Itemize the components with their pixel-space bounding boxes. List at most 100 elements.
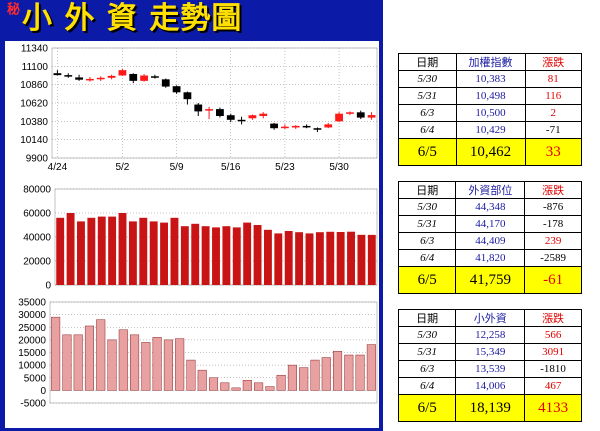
candle-body xyxy=(96,77,105,80)
row-change: 3091 xyxy=(524,343,582,361)
bar xyxy=(160,222,169,285)
table-row: 6/4 10,429 -71 xyxy=(398,121,583,139)
row-date: 5/31 xyxy=(398,87,457,105)
header-value: 加權指數 xyxy=(455,53,526,71)
row-change: -2589 xyxy=(524,249,582,267)
y-tick-label: 15000 xyxy=(18,348,46,359)
row-date: 6/3 xyxy=(398,104,457,122)
bar xyxy=(231,387,241,391)
table-row: 5/30 10,383 81 xyxy=(398,70,583,88)
bar xyxy=(87,217,96,285)
header-date: 日期 xyxy=(397,309,457,327)
header-value: 外資部位 xyxy=(455,181,526,199)
y-tick-label: 35000 xyxy=(18,298,46,309)
row-value: 15,349 xyxy=(455,343,526,361)
candle-body xyxy=(226,115,235,120)
bar xyxy=(265,386,275,391)
row-value: 10,383 xyxy=(455,70,526,88)
summary-date: 6/5 xyxy=(397,394,457,422)
bar xyxy=(332,350,343,391)
row-date: 5/31 xyxy=(397,343,457,361)
candle-body xyxy=(313,128,322,130)
candle-body xyxy=(356,112,365,118)
row-date: 6/4 xyxy=(398,121,457,139)
bar xyxy=(366,344,376,391)
y-tick-label: -5000 xyxy=(20,399,46,410)
bar xyxy=(232,227,241,285)
bar xyxy=(208,377,219,391)
bar xyxy=(186,359,196,391)
candle-body xyxy=(346,112,354,114)
bar xyxy=(118,213,127,285)
candle-body xyxy=(172,86,181,93)
candle-body xyxy=(270,123,278,129)
row-value: 13,539 xyxy=(455,360,526,378)
candle-body xyxy=(64,75,73,77)
bar xyxy=(66,213,75,285)
bar xyxy=(336,231,345,285)
row-change: 239 xyxy=(524,232,582,250)
bar xyxy=(274,233,283,285)
bar xyxy=(141,342,151,391)
bar xyxy=(96,319,106,391)
summary-change: 4133 xyxy=(524,394,582,422)
bar xyxy=(128,221,137,285)
y-tick-label: 25000 xyxy=(18,323,46,334)
candle-body xyxy=(335,113,343,122)
table-row: 5/30 44,348 -876 xyxy=(397,198,582,216)
table-row: 5/31 15,349 3091 xyxy=(397,343,582,361)
y-tick-label: 40000 xyxy=(23,233,51,244)
summary-value: 41,759 xyxy=(455,266,526,294)
bar xyxy=(344,354,354,391)
foreign-position-bar-chart: 0 20000 40000 60000 80000 xyxy=(23,185,378,290)
bar xyxy=(73,334,83,391)
bar xyxy=(180,226,189,285)
bar xyxy=(315,232,324,285)
bar xyxy=(108,216,117,285)
table-row: 6/4 41,820 -2589 xyxy=(397,249,582,267)
x-tick-label: 5/16 xyxy=(221,162,241,171)
y-tick-label: 0 xyxy=(40,386,46,397)
bar xyxy=(253,225,262,285)
y-tick-label: 5000 xyxy=(24,373,47,384)
table-row: 6/3 13,539 -1810 xyxy=(397,360,582,378)
y-tick-label: 10140 xyxy=(20,135,48,146)
bar xyxy=(56,217,65,285)
x-tick-label: 5/23 xyxy=(275,162,295,171)
charts-frame: 9900 10140 10380 10620 10860 11100 11340 4/24 5/… xyxy=(0,38,383,431)
table-row: 5/30 12,258 566 xyxy=(397,326,582,344)
candle-body xyxy=(118,70,127,76)
bar xyxy=(254,382,264,391)
y-tick-label: 10620 xyxy=(20,99,48,110)
bar xyxy=(242,380,252,391)
y-tick-label: 10380 xyxy=(20,117,48,128)
chart-panel: 9900 10140 10380 10620 10860 11100 11340 4/24 5/… xyxy=(5,41,379,428)
bar xyxy=(287,364,297,391)
row-value: 41,820 xyxy=(455,249,526,267)
candle-body xyxy=(237,119,246,122)
bar xyxy=(97,216,106,285)
bar xyxy=(62,334,72,391)
summary-date: 6/5 xyxy=(398,138,457,166)
y-tick-label: 60000 xyxy=(23,209,51,220)
y-tick-label: 0 xyxy=(45,281,51,290)
row-change: 2 xyxy=(524,104,583,122)
candle-body xyxy=(53,73,62,76)
bar xyxy=(243,222,252,285)
candle-body xyxy=(302,125,311,128)
candle-body xyxy=(281,126,289,129)
bar xyxy=(170,217,179,285)
candle-body xyxy=(151,76,159,78)
title-banner: 秘 小 外 資 走勢圖 xyxy=(0,0,383,38)
bar xyxy=(197,369,207,391)
candle-body xyxy=(194,104,203,112)
candle-body xyxy=(367,115,376,118)
y-tick-label: 10000 xyxy=(18,361,46,372)
y-tick-label: 10860 xyxy=(20,80,48,91)
row-date: 6/3 xyxy=(397,360,457,378)
bar xyxy=(201,226,210,285)
y-tick-label: 80000 xyxy=(23,185,51,196)
bar xyxy=(367,234,376,285)
row-value: 44,348 xyxy=(455,198,526,216)
